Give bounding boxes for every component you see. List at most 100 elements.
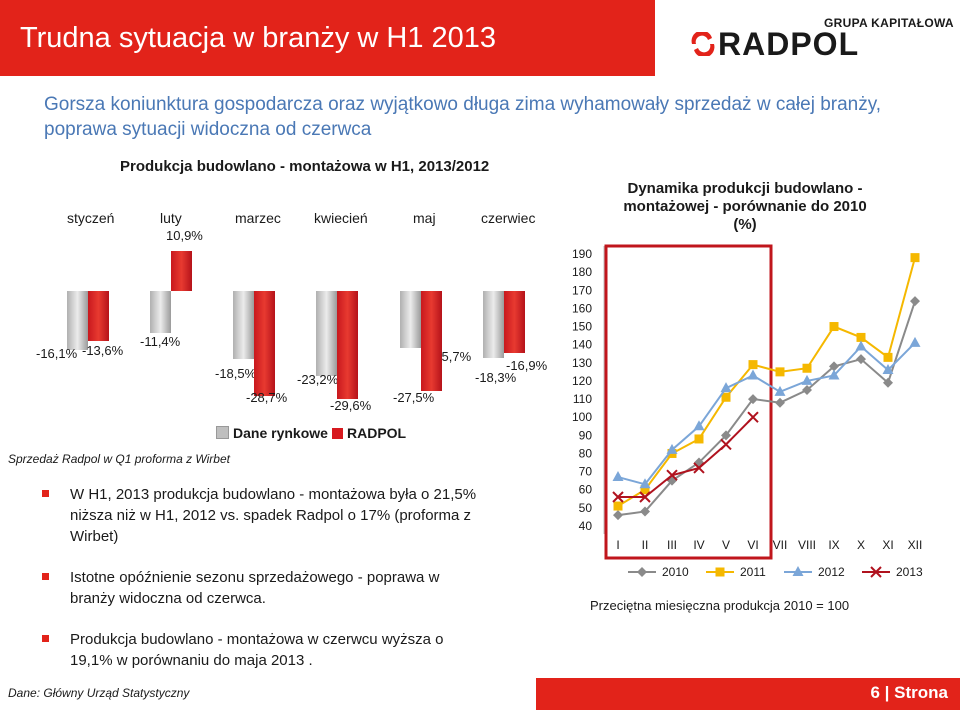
bar-radpol	[504, 291, 525, 353]
bar-chart-note: Sprzedaż Radpol w Q1 proforma z Wirbet	[8, 452, 230, 466]
x-tick-label: II	[642, 538, 649, 552]
legend-label: Dane rynkowe	[233, 425, 328, 441]
bar-market	[150, 291, 171, 333]
y-tick-label: 50	[579, 501, 593, 515]
legend-marker	[870, 566, 882, 578]
month-label: marzec	[235, 210, 281, 226]
data-point-2012	[774, 385, 786, 396]
highlight-box	[604, 244, 773, 560]
legend-label: RADPOL	[347, 425, 407, 441]
footer-bar: 6 | Strona	[536, 678, 960, 710]
data-point-2012	[720, 382, 732, 393]
legend-marker	[637, 567, 647, 577]
data-point-2012	[882, 364, 894, 375]
month-label: luty	[160, 210, 182, 226]
y-tick-label: 140	[572, 338, 592, 352]
bar-value-label: -23,2%	[297, 372, 339, 387]
line-chart-note: Przeciętna miesięczna produkcja 2010 = 1…	[590, 598, 850, 613]
bar-radpol	[88, 291, 109, 341]
logo-name: RADPOL	[718, 26, 860, 62]
data-point-2011	[910, 253, 920, 263]
x-tick-label: III	[667, 538, 677, 552]
data-point-2010	[775, 397, 785, 408]
bullet-item: W H1, 2013 produkcja budowlano - montażo…	[40, 484, 480, 547]
data-point-2013	[693, 462, 705, 474]
data-point-2012	[801, 374, 813, 385]
month-label: maj	[413, 210, 436, 226]
data-point-2010	[613, 510, 623, 521]
page-title: Trudna sytuacja w branży w H1 2013	[20, 22, 497, 54]
data-point-2010	[721, 430, 731, 441]
legend-label: 2011	[740, 565, 766, 579]
y-tick-label: 100	[572, 410, 592, 424]
x-tick-label: XII	[908, 538, 923, 552]
data-point-2011	[856, 332, 866, 342]
bar-value-label: -28,7%	[246, 390, 288, 405]
data-point-2011	[775, 367, 785, 377]
line-chart-title: Dynamika produkcji budowlano - montażowe…	[623, 180, 867, 233]
data-point-2011	[748, 360, 758, 370]
data-point-2012	[639, 478, 651, 489]
data-point-2011	[613, 501, 623, 511]
series-line-2011	[617, 257, 916, 507]
data-point-2011	[829, 322, 839, 332]
y-tick-label: 180	[572, 265, 592, 279]
legend-label: 2010	[662, 565, 689, 579]
data-point-2012	[612, 471, 624, 482]
data-point-2011	[802, 363, 812, 373]
data-point-2010	[829, 361, 839, 372]
radpol-logo-icon	[691, 32, 715, 56]
data-source: Dane: Główny Urząd Statystyczny	[8, 686, 190, 700]
bar-market	[67, 291, 88, 350]
data-point-2013	[666, 469, 678, 481]
page-number: 6 | Strona	[870, 683, 949, 702]
y-tick-label: 40	[579, 519, 593, 533]
series-line-2012	[617, 342, 916, 486]
data-point-2012	[855, 340, 867, 351]
line-chart: 40 50 60 70 80 90 100 110 120 130 140 150 160 170 180 1…	[572, 244, 923, 579]
bar-value-label: -16,9%	[506, 358, 548, 373]
data-point-2012	[828, 369, 840, 380]
legend-item-market: Dane rynkowe	[216, 425, 328, 441]
data-point-2011	[640, 485, 650, 495]
bar-chart-title: Produkcja budowlano - montażowa w H1, 20…	[120, 158, 490, 175]
y-tick-label: 110	[573, 392, 592, 406]
logo-caption: GRUPA KAPITAŁOWA	[824, 16, 954, 30]
data-point-2011	[883, 352, 893, 362]
series-line-2013	[618, 416, 754, 498]
bar-radpol	[171, 251, 192, 291]
bar-value-label: -18,5%	[215, 366, 257, 381]
data-point-2013	[612, 491, 624, 503]
data-point-2012	[666, 443, 678, 454]
series-line-2010	[617, 300, 916, 517]
y-tick-label: 120	[572, 374, 592, 388]
x-tick-label: VI	[747, 538, 758, 552]
x-tick-label: XI	[882, 538, 893, 552]
bullet-item: Produkcja budowlano - montażowa w czerwc…	[40, 629, 480, 671]
bar-radpol	[254, 291, 275, 396]
bar-market	[483, 291, 504, 358]
bar-market	[400, 291, 421, 349]
y-tick-label: 190	[572, 247, 592, 261]
data-point-2010	[640, 506, 650, 517]
bar-value-label: -13,6%	[82, 343, 124, 358]
legend-label: 2013	[896, 565, 923, 579]
data-point-2012	[693, 420, 705, 431]
y-tick-label: 170	[572, 283, 592, 297]
slide-subtitle: Gorsza koniunktura gospodarcza oraz wyją…	[44, 94, 882, 140]
bar-market	[233, 291, 254, 359]
x-tick-label: IX	[828, 538, 839, 552]
legend-marker	[715, 567, 725, 577]
x-tick-label: X	[857, 538, 865, 552]
bar-value-label: -29,6%	[330, 398, 372, 413]
bar-value-label: 10,9%	[166, 228, 203, 243]
month-label: kwiecień	[314, 210, 368, 226]
x-tick-label: I	[616, 538, 619, 552]
bar-value-label: -18,3%	[475, 370, 517, 385]
data-point-2010	[802, 385, 812, 395]
y-tick-label: 80	[579, 446, 593, 460]
data-point-2011	[694, 434, 704, 444]
y-tick-label: 60	[579, 483, 593, 497]
legend-item-radpol: RADPOL	[332, 425, 406, 441]
bar-value-label: -27,5%	[393, 390, 435, 405]
